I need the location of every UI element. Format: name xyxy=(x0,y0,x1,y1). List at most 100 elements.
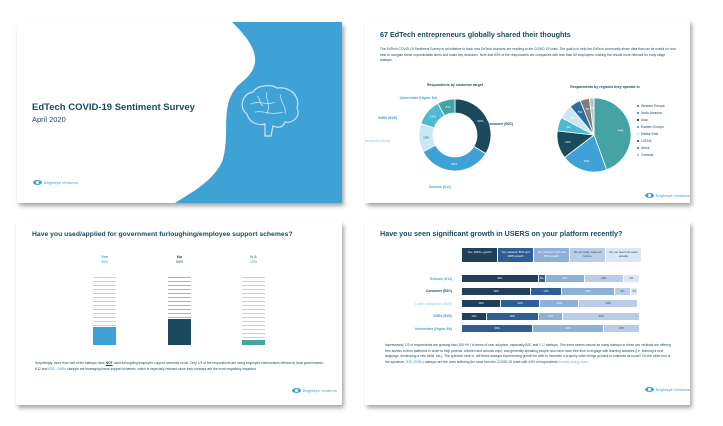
legend-box: Yes, 100%+ growth xyxy=(462,248,497,262)
legend-swatch xyxy=(637,118,639,121)
legend-label: Eastern Europe xyxy=(641,124,664,129)
donut-category-label: Consumer (B2C) xyxy=(487,122,513,126)
pie-value-label: 6% xyxy=(571,116,576,120)
legend-box: Yes, between 10% and 50% growth xyxy=(534,248,569,262)
bar-segment: 22% xyxy=(540,300,580,308)
donut-value-label: 34% xyxy=(477,119,483,123)
legend-item: Eastern Europe xyxy=(637,123,665,130)
bar-segment: 43% xyxy=(462,275,539,282)
slide-furlough[interactable]: Have you used/applied for government fur… xyxy=(16,222,342,405)
legend-item: Middle East xyxy=(637,130,665,137)
pie-slice xyxy=(563,134,608,173)
row-label: Large companies (B2B) xyxy=(415,301,452,306)
legend-swatch xyxy=(637,146,639,149)
legend-swatch xyxy=(637,104,639,107)
brand-logo: Brighteye Ventures xyxy=(645,387,690,392)
legend-box: No not really, same as before xyxy=(570,248,605,262)
intro-paragraph: The EdTech COVID-19 Sentiment Survey is … xyxy=(380,47,676,62)
donut-category-label: Schools (K12) xyxy=(429,185,451,189)
presentation-title: EdTech COVID-19 Sentiment Survey xyxy=(32,102,195,113)
bar-segment: 43% xyxy=(563,312,640,320)
blue-wave-shape xyxy=(175,22,342,203)
bar-segment: 4% xyxy=(631,287,639,295)
category-label: No xyxy=(176,254,183,259)
legend-label: Oceania xyxy=(641,152,654,157)
brain-circuit-icon xyxy=(241,85,299,137)
bar-segment: 30% xyxy=(561,287,616,295)
bar-segment: 33% xyxy=(579,300,639,308)
bar-segment: 17% xyxy=(531,287,562,295)
eye-logo-icon xyxy=(645,193,654,198)
bar-segment: 22% xyxy=(462,300,502,308)
pie-value-label: 12% xyxy=(565,140,571,144)
text: Surprisingly, more than half of the star… xyxy=(35,361,106,365)
highlight-losing-users: actually losing users xyxy=(558,359,589,364)
donut-value-label: 12% xyxy=(430,114,436,118)
brand-name: Brighteye Ventures xyxy=(303,388,337,393)
text: startups are the ones suffering the most… xyxy=(424,359,559,364)
pie-slice xyxy=(588,97,595,136)
donut-value-label: 8% xyxy=(446,105,451,109)
legend-item: LATAM xyxy=(637,137,665,144)
pie-value-label: 6% xyxy=(566,125,571,129)
region-pie-chart: 44%20%12%6%6%5%4% 2% xyxy=(556,97,632,173)
bar-segment: 9% xyxy=(615,287,632,295)
eye-logo-icon xyxy=(33,180,42,185)
legend-item: Western Europe xyxy=(637,102,665,109)
row-label: Universities (Higher Ed) xyxy=(414,326,452,331)
legend-item: North America xyxy=(637,109,665,116)
row-label: Consumer (B2C) xyxy=(425,289,452,294)
bar-segment: 22% xyxy=(584,275,624,282)
pie-value-label: 5% xyxy=(578,110,583,114)
bar-segment: 39% xyxy=(462,287,532,295)
row-label: Schools (K12) xyxy=(430,276,452,281)
pie-chart-title: Respondents by region/s they operate in xyxy=(570,85,640,89)
slide-heading: 67 EdTech entrepreneurs globally shared … xyxy=(380,30,571,39)
bar-segment: 22% xyxy=(501,300,541,308)
donut-slice xyxy=(422,144,487,172)
bar-segment: 9% xyxy=(623,275,640,282)
pie-slice xyxy=(593,97,632,171)
category-label: Yes xyxy=(101,254,108,259)
stacked-bar: 39% 17% 30% 9% 4% xyxy=(462,287,640,295)
donut-category-label: SMBs (B2B) xyxy=(378,116,397,120)
brand-name: Brighteye Ventures xyxy=(656,387,690,392)
slide-title[interactable]: EdTech COVID-19 Sentiment Survey April 2… xyxy=(17,22,342,203)
growth-paragraph: Impressively, 1/3 of respondents are gro… xyxy=(385,343,675,365)
bar-fill xyxy=(93,327,116,345)
stacked-bar: 22% 22% 22% 33% xyxy=(462,300,640,308)
waffle-bar xyxy=(168,275,191,345)
legend-label: North America xyxy=(641,110,662,115)
bar-segment: 14% xyxy=(538,312,564,320)
pie-value-label: 20% xyxy=(584,159,590,163)
percent-label: 10% xyxy=(249,260,257,264)
slide-respondents[interactable]: 67 EdTech entrepreneurs globally shared … xyxy=(365,20,690,203)
legend-swatch xyxy=(637,132,639,135)
waffle-bar xyxy=(93,275,116,345)
legend-swatch xyxy=(637,139,639,142)
text: used furloughing/employee support scheme… xyxy=(35,361,324,371)
pie-value-label: 2% xyxy=(590,106,595,110)
bar-segment: 14% xyxy=(462,312,487,320)
stacked-bar: 14% 29% 14% 43% xyxy=(462,312,640,320)
legend-item: Asia xyxy=(637,116,665,123)
brand-name: Brighteye Ventures xyxy=(656,193,690,198)
bar-segment: 4% xyxy=(538,275,546,282)
text: Impressively, 1/3 of respondents are gro… xyxy=(385,343,540,347)
bar-fill xyxy=(168,318,191,345)
brand-name: Brighteye Ventures xyxy=(44,180,78,185)
highlight-k12: K12 xyxy=(539,343,546,347)
bar-segment: 20% xyxy=(604,325,640,333)
percent-label: 54% xyxy=(175,260,183,264)
presentation-date: April 2020 xyxy=(32,115,66,124)
pie-value-label: 44% xyxy=(618,128,624,132)
stacked-bar: 43% 4% 22% 22% 9% xyxy=(462,275,640,282)
furlough-paragraph: Surprisingly, more than half of the star… xyxy=(35,361,325,372)
bar-segment: 40% xyxy=(533,325,605,333)
eye-logo-icon xyxy=(645,387,654,392)
legend-swatch xyxy=(637,153,639,156)
legend-swatch xyxy=(637,125,639,128)
slide-user-growth[interactable]: Have you seen significant growth in USER… xyxy=(365,222,690,405)
bar-segment: 40% xyxy=(462,325,534,333)
waffle-bar xyxy=(242,275,265,345)
